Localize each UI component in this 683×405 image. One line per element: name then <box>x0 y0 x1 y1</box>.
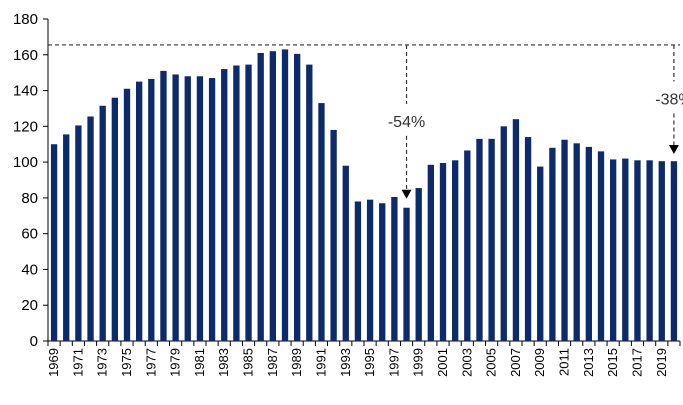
bar-2012 <box>573 143 580 341</box>
bar-2020 <box>670 161 678 341</box>
x-tick-label: 1985 <box>241 348 256 377</box>
x-tick-label: 1987 <box>265 348 280 377</box>
y-tick-label: 140 <box>13 83 38 100</box>
x-tick-label: 1999 <box>411 348 426 377</box>
y-tick-label: 120 <box>13 118 38 135</box>
annotation-arrow-head <box>401 189 412 199</box>
y-tick-label: 100 <box>13 154 38 171</box>
x-tick-label: 1989 <box>289 348 304 377</box>
y-tick-label: 160 <box>13 47 38 64</box>
x-tick-label: 1997 <box>386 348 401 377</box>
x-tick-label: 1969 <box>46 348 61 377</box>
bar-2015 <box>609 159 617 341</box>
bar-1987 <box>269 51 277 341</box>
bar-2009 <box>537 166 544 341</box>
bar-1984 <box>233 65 240 341</box>
bar-2014 <box>597 151 605 341</box>
bar-1992 <box>330 129 337 341</box>
y-tick-label: 60 <box>21 226 38 243</box>
bar-1996 <box>379 203 386 341</box>
bar-2011 <box>561 139 568 341</box>
bar-1998 <box>403 207 410 341</box>
bar-1970 <box>63 134 70 341</box>
bar-1997 <box>391 196 398 341</box>
bar-2010 <box>549 147 556 341</box>
bar-2013 <box>585 146 593 341</box>
bar-2003 <box>464 150 471 341</box>
x-tick-label: 2005 <box>484 348 499 377</box>
bar-1974 <box>111 97 119 341</box>
bar-1982 <box>208 78 216 342</box>
bar-1976 <box>135 81 143 341</box>
x-tick-label: 1973 <box>95 348 110 377</box>
bar-1969 <box>50 144 58 341</box>
bar-2016 <box>622 158 629 341</box>
x-tick-label: 1981 <box>192 348 207 377</box>
bar-1993 <box>342 165 349 341</box>
annotation-label: -38% <box>655 92 683 109</box>
bar-2008 <box>524 137 532 341</box>
bar-1975 <box>123 88 131 342</box>
annotation-arrow-head <box>668 145 679 155</box>
x-axis: 1969 1971 1973 1975 1977 1979 1981 1983 1985 1987… <box>46 340 681 377</box>
bar-2007 <box>512 119 520 341</box>
x-tick-label: 2009 <box>532 348 547 377</box>
bar-1978 <box>160 70 167 341</box>
bar-2018 <box>646 160 653 341</box>
x-tick-label: 1995 <box>362 348 377 377</box>
x-tick-label: 2015 <box>605 348 620 377</box>
x-tick-label: 2019 <box>654 348 669 377</box>
bar-2017 <box>634 160 641 341</box>
y-tick-label: 40 <box>21 261 38 278</box>
y-axis: 0 20 40 60 80 100 120 140 160 180 <box>13 11 49 350</box>
x-tick-label: 2017 <box>629 348 644 377</box>
bar-1986 <box>257 52 264 341</box>
bar-1981 <box>196 76 204 341</box>
x-tick-label: 1983 <box>216 348 231 377</box>
bar-1983 <box>221 69 228 341</box>
bar-1999 <box>415 188 422 341</box>
x-tick-label: 2003 <box>459 348 474 377</box>
bar-1995 <box>366 199 374 341</box>
bar-1977 <box>148 78 155 341</box>
bar-2005 <box>488 138 495 341</box>
x-tick-label: 2013 <box>581 348 596 377</box>
bar-2019 <box>658 161 665 341</box>
bar-1980 <box>184 76 191 341</box>
x-tick-label: 1979 <box>168 348 183 377</box>
x-tick-label: 1977 <box>143 348 158 377</box>
x-tick-label: 2007 <box>508 348 523 377</box>
x-tick-label: 1975 <box>119 348 134 377</box>
bar-1990 <box>306 64 313 341</box>
x-tick-label: 2001 <box>435 348 450 377</box>
bar-1971 <box>75 125 82 341</box>
y-tick-label: 180 <box>13 11 38 28</box>
annotation-label: -54% <box>388 114 425 131</box>
y-tick-label: 80 <box>21 190 38 207</box>
bar-1985 <box>245 64 252 341</box>
x-tick-label: 2011 <box>557 348 572 376</box>
bar-1989 <box>293 53 301 342</box>
bar-1972 <box>87 116 94 341</box>
y-tick-label: 20 <box>21 297 38 314</box>
bar-1979 <box>172 74 179 341</box>
x-tick-label: 1993 <box>338 348 353 377</box>
bar-2001 <box>439 163 447 341</box>
bar-1991 <box>318 103 325 341</box>
bars <box>50 49 678 342</box>
annotations: -54% -38% <box>388 44 683 199</box>
x-tick-label: 1971 <box>70 348 85 377</box>
bar-2006 <box>500 126 507 341</box>
bar-1988 <box>281 49 289 342</box>
bar-2002 <box>451 160 459 341</box>
bar-2000 <box>427 164 435 341</box>
bar-1994 <box>354 201 362 341</box>
x-tick-label: 1991 <box>313 348 328 377</box>
bar-2004 <box>476 138 483 341</box>
y-tick-label: 0 <box>30 333 38 350</box>
bar-1973 <box>99 105 106 341</box>
